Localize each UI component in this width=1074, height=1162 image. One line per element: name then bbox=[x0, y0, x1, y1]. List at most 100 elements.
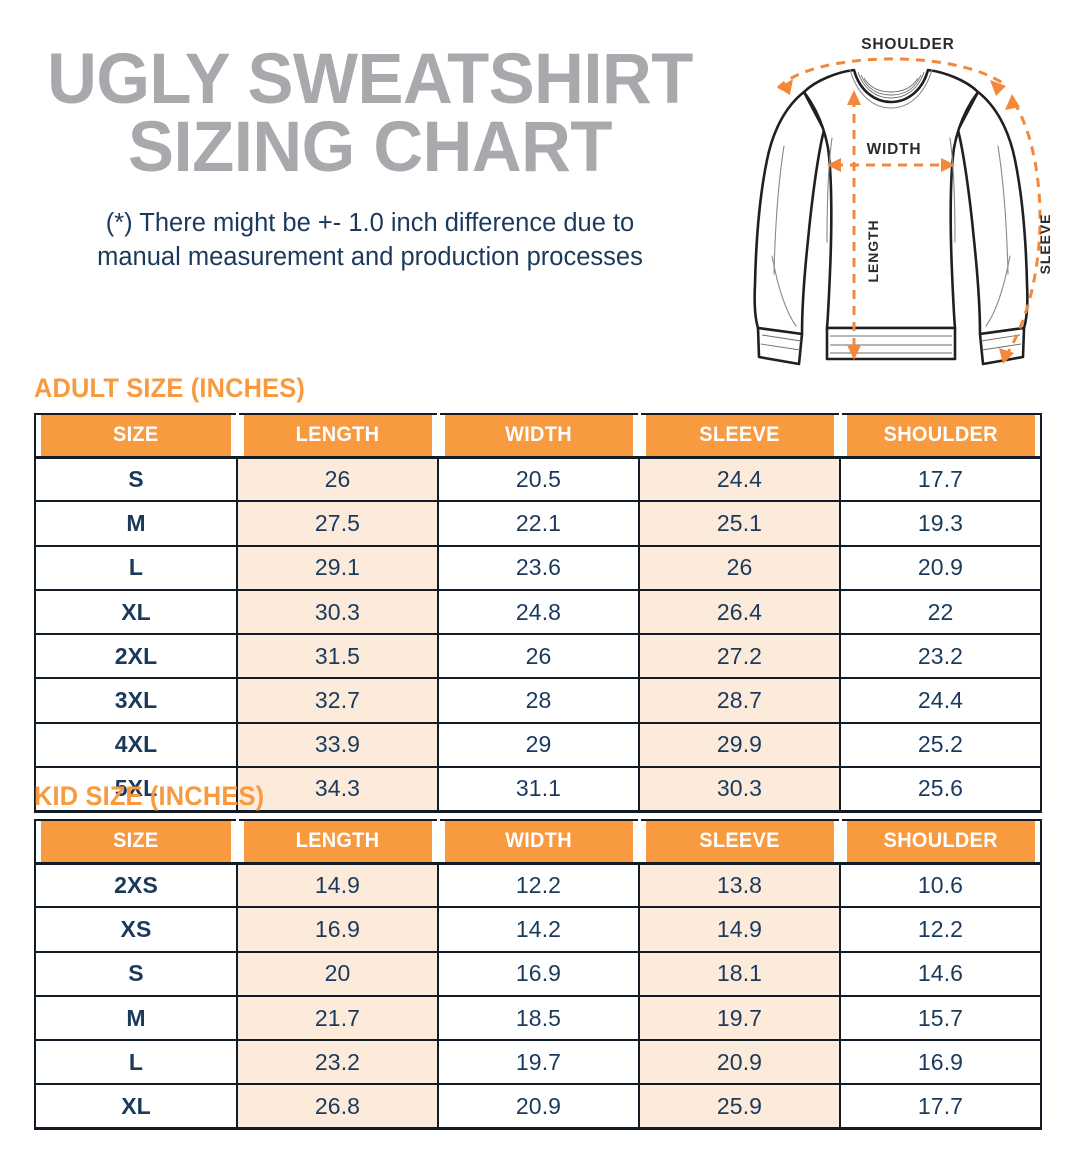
cell-length: 23.2 bbox=[236, 1039, 439, 1086]
width-label: WIDTH bbox=[867, 141, 922, 158]
kid-section-heading: KID SIZE (INCHES) bbox=[34, 781, 265, 811]
cell-sleeve: 27.2 bbox=[638, 633, 841, 680]
cell-shoulder: 10.6 bbox=[839, 861, 1042, 909]
column-header-shoulder: SHOULDER bbox=[843, 413, 1037, 459]
cell-width: 23.6 bbox=[437, 544, 640, 591]
adult-table-body: S 26 20.5 24.4 17.7 M 27.5 22.1 25.1 19.3 L 29.1 23.… bbox=[34, 455, 1042, 813]
torso bbox=[802, 68, 980, 330]
table-row: 2XS 14.9 12.2 13.8 10.6 bbox=[34, 861, 1042, 909]
cell-size: M bbox=[34, 994, 238, 1042]
table-row: XL 26.8 20.9 25.9 17.7 bbox=[34, 1083, 1042, 1131]
sleeve-label: SLEEVE bbox=[1037, 214, 1053, 275]
right-sleeve bbox=[956, 90, 1029, 336]
waistband bbox=[825, 326, 957, 361]
left-cuff bbox=[756, 326, 804, 366]
cell-size: L bbox=[34, 544, 238, 591]
cell-shoulder: 19.3 bbox=[839, 500, 1042, 547]
shoulder-arrow-right bbox=[990, 80, 1006, 96]
cell-length: 33.9 bbox=[236, 721, 439, 769]
cell-sleeve: 26.4 bbox=[638, 588, 841, 636]
cell-sleeve: 29.9 bbox=[638, 721, 841, 769]
table-header-row: SIZE LENGTH WIDTH SLEEVE SHOULDER bbox=[35, 819, 1041, 865]
adult-size-table: SIZE LENGTH WIDTH SLEEVE SHOULDER S 26 20.… bbox=[34, 413, 1042, 813]
table-row: XL 30.3 24.8 26.4 22 bbox=[34, 588, 1042, 636]
cell-width: 20.5 bbox=[437, 455, 640, 503]
sleeve-arrow-top bbox=[1005, 94, 1020, 110]
cell-width: 31.1 bbox=[437, 766, 640, 813]
cell-shoulder: 25.6 bbox=[839, 766, 1042, 813]
cell-length: 31.5 bbox=[236, 633, 439, 680]
length-arrow-top bbox=[847, 90, 861, 105]
table-row: M 27.5 22.1 25.1 19.3 bbox=[34, 500, 1042, 547]
column-header-length: LENGTH bbox=[240, 819, 434, 865]
cell-shoulder: 25.2 bbox=[839, 721, 1042, 769]
cell-sleeve: 30.3 bbox=[638, 766, 841, 813]
cell-width: 16.9 bbox=[437, 950, 640, 997]
cell-size: S bbox=[34, 455, 238, 503]
column-header-shoulder: SHOULDER bbox=[843, 819, 1037, 865]
cell-width: 20.9 bbox=[437, 1083, 640, 1131]
cell-length: 34.3 bbox=[236, 766, 439, 813]
cell-size: 3XL bbox=[34, 677, 238, 724]
table-row: L 29.1 23.6 26 20.9 bbox=[34, 544, 1042, 591]
cell-size: XL bbox=[34, 1083, 238, 1131]
length-label: LENGTH bbox=[865, 220, 881, 283]
cell-width: 28 bbox=[437, 677, 640, 724]
cell-shoulder: 23.2 bbox=[839, 633, 1042, 680]
sleeve-arrow-bottom bbox=[999, 348, 1014, 364]
cell-sleeve: 13.8 bbox=[638, 861, 841, 909]
table-row: 3XL 32.7 28 28.7 24.4 bbox=[34, 677, 1042, 724]
cell-length: 26.8 bbox=[236, 1083, 439, 1131]
right-cuff bbox=[978, 326, 1026, 366]
column-header-size: SIZE bbox=[39, 413, 233, 459]
cell-sleeve: 19.7 bbox=[638, 994, 841, 1042]
measurement-disclaimer: (*) There might be +- 1.0 inch differenc… bbox=[97, 209, 643, 272]
cell-length: 16.9 bbox=[236, 906, 439, 953]
shoulder-measure-line bbox=[776, 57, 1005, 90]
cell-size: S bbox=[34, 950, 238, 997]
cell-length: 29.1 bbox=[236, 544, 439, 591]
cell-width: 29 bbox=[437, 721, 640, 769]
cell-sleeve: 26 bbox=[638, 544, 841, 591]
cell-length: 14.9 bbox=[236, 861, 439, 909]
collar-outer bbox=[853, 69, 929, 103]
adult-section-heading: ADULT SIZE (INCHES) bbox=[34, 373, 305, 403]
cell-shoulder: 20.9 bbox=[839, 544, 1042, 591]
table-row: 2XL 31.5 26 27.2 23.2 bbox=[34, 633, 1042, 680]
page-title: UGLY SWEATSHIRT SIZING CHART bbox=[47, 40, 693, 188]
table-row: M 21.7 18.5 19.7 15.7 bbox=[34, 994, 1042, 1042]
cell-length: 21.7 bbox=[236, 994, 439, 1042]
column-header-width: WIDTH bbox=[441, 819, 635, 865]
cell-sleeve: 14.9 bbox=[638, 906, 841, 953]
cell-width: 24.8 bbox=[437, 588, 640, 636]
cell-shoulder: 15.7 bbox=[839, 994, 1042, 1042]
shoulder-arrow-left bbox=[778, 79, 793, 95]
cell-width: 26 bbox=[437, 633, 640, 680]
cell-width: 22.1 bbox=[437, 500, 640, 547]
width-arrow-left bbox=[827, 158, 841, 172]
table-header-row: SIZE LENGTH WIDTH SLEEVE SHOULDER bbox=[35, 413, 1041, 459]
cell-sleeve: 24.4 bbox=[638, 455, 841, 503]
cell-length: 30.3 bbox=[236, 588, 439, 636]
cell-size: 2XL bbox=[34, 633, 238, 680]
cell-length: 26 bbox=[236, 455, 439, 503]
cell-size: 5XL bbox=[34, 766, 238, 813]
cell-shoulder: 14.6 bbox=[839, 950, 1042, 997]
cell-width: 18.5 bbox=[437, 994, 640, 1042]
cell-length: 27.5 bbox=[236, 500, 439, 547]
column-header-sleeve: SLEEVE bbox=[642, 413, 836, 459]
length-arrow-bottom bbox=[847, 345, 861, 360]
kid-table-body: 2XS 14.9 12.2 13.8 10.6 XS 16.9 14.2 14.9 12.2 S 20… bbox=[34, 861, 1042, 1131]
cell-width: 19.7 bbox=[437, 1039, 640, 1086]
hero-section: UGLY SWEATSHIRT SIZING CHART (*) There m… bbox=[0, 0, 740, 360]
cell-width: 12.2 bbox=[437, 861, 640, 909]
cell-size: 4XL bbox=[34, 721, 238, 769]
cell-sleeve: 18.1 bbox=[638, 950, 841, 997]
cell-shoulder: 17.7 bbox=[839, 455, 1042, 503]
cell-size: XL bbox=[34, 588, 238, 636]
cell-sleeve: 25.1 bbox=[638, 500, 841, 547]
cell-shoulder: 17.7 bbox=[839, 1083, 1042, 1131]
cell-size: 2XS bbox=[34, 861, 238, 909]
cell-sleeve: 25.9 bbox=[638, 1083, 841, 1131]
cell-size: L bbox=[34, 1039, 238, 1086]
